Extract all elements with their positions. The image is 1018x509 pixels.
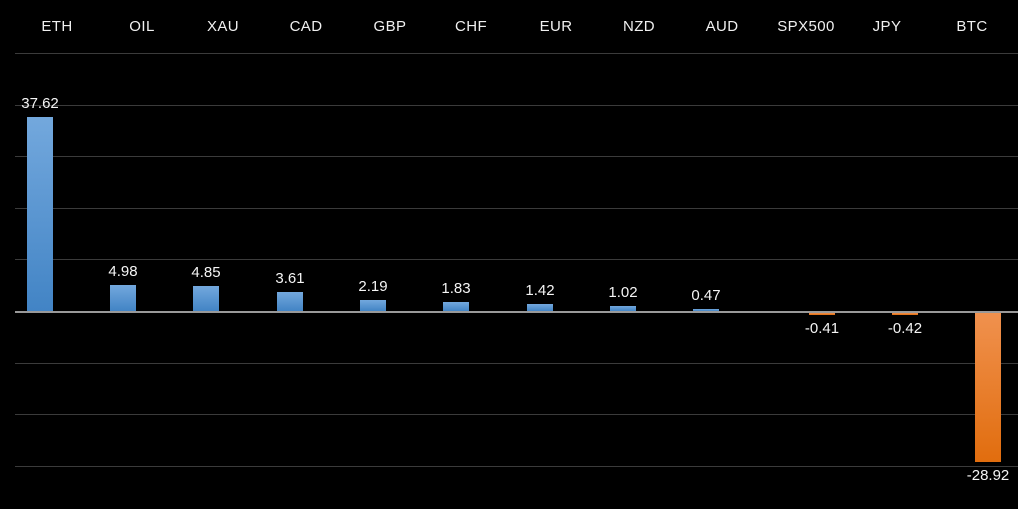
value-label-cad: 3.61 xyxy=(275,270,305,287)
value-label-jpy: -0.42 xyxy=(887,320,923,337)
gridline--20 xyxy=(15,414,1018,415)
header-label-nzd: NZD xyxy=(622,18,656,35)
value-label-gbp: 2.19 xyxy=(358,278,388,295)
bar-btc xyxy=(975,313,1001,462)
bar-aud xyxy=(693,309,719,311)
bar-chf xyxy=(443,302,469,311)
header-label-cad: CAD xyxy=(289,18,323,35)
value-label-oil: 4.98 xyxy=(108,263,138,280)
gridline-40 xyxy=(15,105,1018,106)
header-label-aud: AUD xyxy=(705,18,739,35)
gridline-30 xyxy=(15,156,1018,157)
value-label-xau: 4.85 xyxy=(191,264,221,281)
value-label-chf: 1.83 xyxy=(441,280,471,297)
bar-eur xyxy=(527,304,553,311)
gridline--30 xyxy=(15,466,1018,467)
gridline-20 xyxy=(15,208,1018,209)
bar-jpy xyxy=(892,313,918,315)
bar-oil xyxy=(110,285,136,311)
bar-eth xyxy=(27,117,53,311)
gridline--10 xyxy=(15,363,1018,364)
header-label-chf: CHF xyxy=(454,18,488,35)
zero-axis-line xyxy=(15,311,1018,313)
header-label-eur: EUR xyxy=(539,18,573,35)
value-label-aud: 0.47 xyxy=(691,287,721,304)
value-label-btc: -28.92 xyxy=(966,467,1010,484)
gridline-10 xyxy=(15,259,1018,260)
value-label-spx500: -0.41 xyxy=(804,320,840,337)
value-label-eth: 37.62 xyxy=(21,95,59,112)
header-label-gbp: GBP xyxy=(373,18,407,35)
bar-nzd xyxy=(610,306,636,311)
header-label-oil: OIL xyxy=(129,18,155,35)
header-label-eth: ETH xyxy=(41,18,73,35)
header-label-xau: XAU xyxy=(206,18,240,35)
bar-xau xyxy=(193,286,219,311)
value-label-eur: 1.42 xyxy=(525,282,555,299)
header-label-jpy: JPY xyxy=(872,18,902,35)
header-label-btc: BTC xyxy=(956,18,988,35)
bar-cad xyxy=(277,292,303,311)
value-label-nzd: 1.02 xyxy=(608,284,638,301)
gridline-50 xyxy=(15,53,1018,54)
bar-spx500 xyxy=(809,313,835,315)
bar-gbp xyxy=(360,300,386,311)
header-label-spx500: SPX500 xyxy=(777,18,835,35)
